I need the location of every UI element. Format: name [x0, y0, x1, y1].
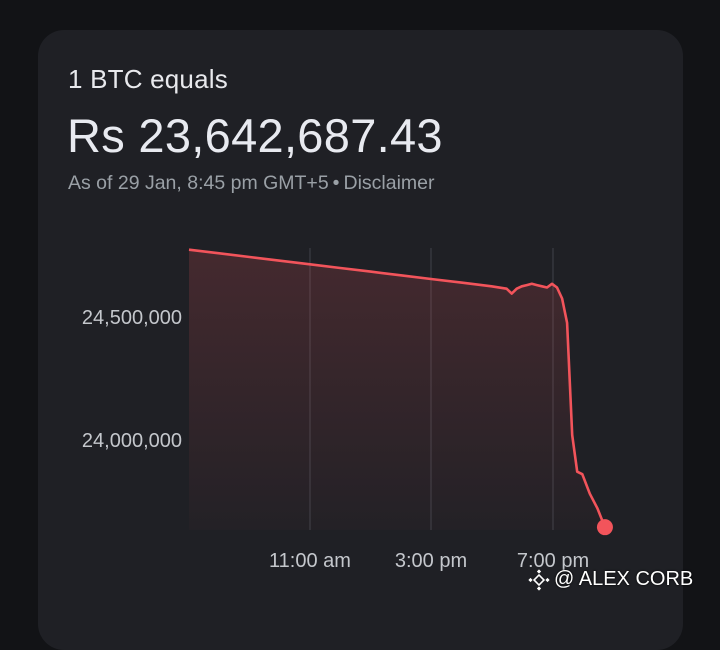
separator-dot: • [332, 172, 340, 194]
y-tick-label: 24,000,000 [82, 430, 182, 452]
x-axis-labels: 11:00 am 3:00 pm 7:00 pm [269, 550, 589, 572]
y-axis-labels: 24,500,000 24,000,000 [82, 307, 182, 452]
current-price-marker[interactable] [596, 519, 613, 536]
price-line [188, 248, 607, 528]
conversion-title: 1 BTC equals [68, 64, 228, 94]
binance-icon [528, 568, 550, 591]
x-tick-label: 11:00 am [269, 550, 351, 572]
as-of-timestamp: As of 29 Jan, 8:45 pm GMT+5 [68, 172, 329, 194]
watermark: @ ALEX CORB [528, 568, 693, 591]
as-of-line: As of 29 Jan, 8:45 pm GMT+5 • Disclaimer [68, 172, 435, 195]
disclaimer-link[interactable]: Disclaimer [343, 172, 435, 194]
x-tick-label: 3:00 pm [395, 550, 467, 572]
price-area-fill [189, 249, 605, 530]
y-tick-label: 24,500,000 [82, 307, 182, 329]
x-tick-label: 7:00 pm [517, 550, 589, 572]
converted-price: Rs 23,642,687.43 [67, 109, 443, 162]
watermark-text: @ ALEX CORB [554, 568, 694, 590]
price-chart: 24,500,000 24,000,000 11:00 am 3:00 pm 7… [82, 248, 613, 572]
